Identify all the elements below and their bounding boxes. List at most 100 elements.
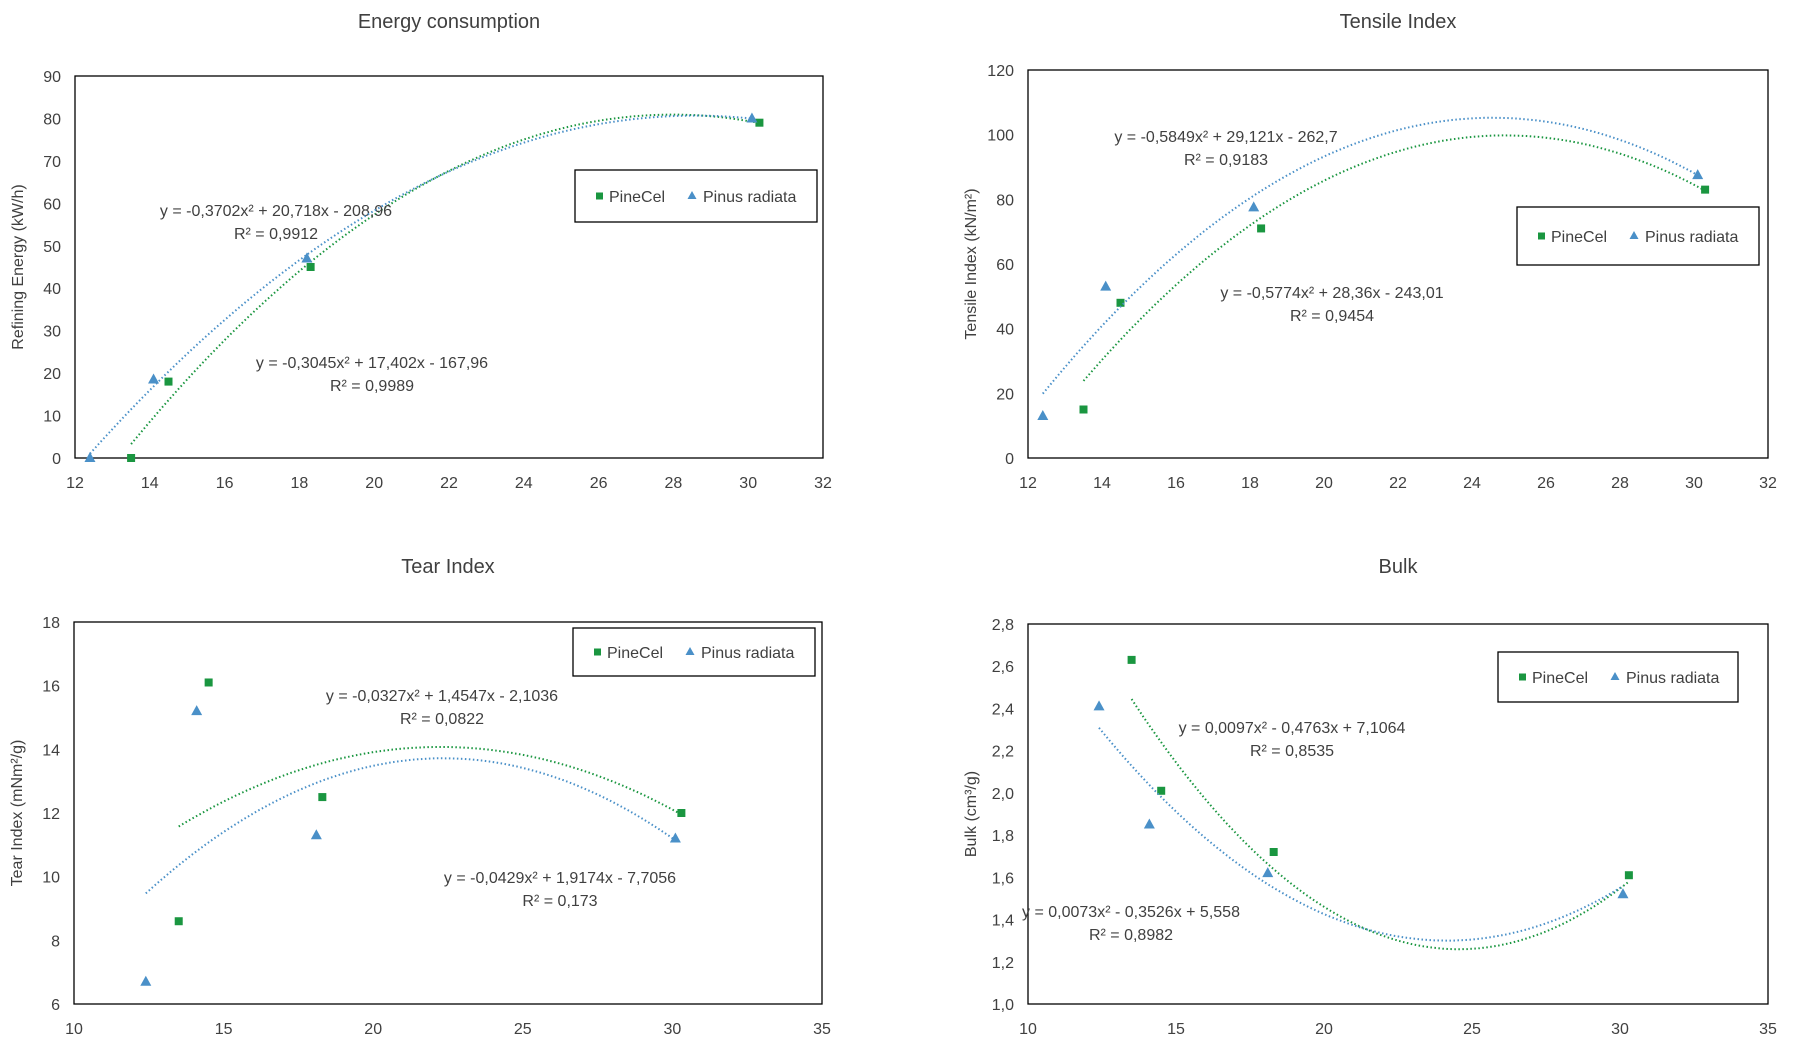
y-tick-label: 1,2: [992, 955, 1014, 972]
data-point-pinus-radiata: [1143, 818, 1155, 829]
plot-area: [74, 75, 824, 459]
chart-panel: Tensile Index 0 20 40 60 80 100 120 12 14 16 18 20 22…: [963, 11, 1777, 492]
y-axis-label: Refining Energy (kW/h): [10, 184, 27, 349]
x-tick-label: 15: [215, 1021, 233, 1037]
data-point-pinus-radiata: [191, 705, 203, 716]
x-tick-label: 30: [664, 1021, 682, 1037]
legend: PineCel Pinus radiata: [1497, 651, 1739, 703]
y-tick-label: 90: [43, 69, 61, 86]
chart-panel: Energy consumption 0 10 20 30 40 50 60 70 80 90 12 1…: [10, 11, 832, 492]
chart-panel: Bulk 1,0 1,2 1,4 1,6 1,8 2,0 2,2 2,4 2,6 2,8 10 15 20…: [963, 556, 1777, 1037]
x-tick-label: 10: [65, 1021, 83, 1037]
y-tick-label: 60: [996, 257, 1014, 274]
y-tick-label: 1,0: [992, 997, 1014, 1014]
data-point-pinecel: [164, 377, 173, 386]
x-tick-label: 22: [1389, 475, 1407, 492]
x-tick-label: 30: [1611, 1021, 1629, 1037]
x-tick-label: 32: [1759, 475, 1777, 492]
data-point-pinus-radiata: [1248, 201, 1260, 212]
data-point-pinecel: [1116, 298, 1125, 307]
y-tick-label: 40: [43, 281, 61, 298]
y-axis-label: Bulk (cm³/g): [963, 771, 980, 857]
trend-equation: y = -0,3702x² + 20,718x - 208,96: [160, 203, 392, 220]
y-tick-label: 80: [43, 111, 61, 128]
x-tick-label: 28: [665, 475, 683, 492]
data-point-pinus-radiata: [84, 452, 96, 462]
y-tick-label: 8: [51, 933, 60, 950]
x-tick-label: 22: [440, 475, 458, 492]
data-point-pinus-radiata: [669, 832, 681, 843]
data-point-pinus-radiata: [1692, 169, 1704, 180]
x-tick-label: 14: [1093, 475, 1111, 492]
y-tick-label: 40: [996, 322, 1014, 339]
trend-r-squared: R² = 0,173: [522, 893, 597, 910]
y-tick-label: 2,2: [992, 744, 1014, 761]
trendline-pinecel: [1082, 134, 1706, 382]
y-tick-label: 1,4: [992, 913, 1014, 930]
data-point-pinus-radiata: [1617, 888, 1629, 899]
chart-title: Energy consumption: [358, 11, 540, 33]
x-tick-label: 20: [1315, 475, 1333, 492]
x-tick-label: 32: [814, 475, 832, 492]
legend-label-pinus-radiata: Pinus radiata: [701, 645, 794, 662]
legend-marker-pinecel: [594, 648, 601, 656]
legend-label-pinus-radiata: Pinus radiata: [1626, 670, 1719, 687]
x-tick-label: 16: [1167, 475, 1185, 492]
x-tick-label: 35: [813, 1021, 831, 1037]
y-tick-label: 50: [43, 239, 61, 256]
x-tick-label: 26: [590, 475, 608, 492]
trend-equation: y = -0,0327x² + 1,4547x - 2,1036: [326, 688, 558, 705]
y-tick-label: 2,8: [992, 617, 1014, 634]
trend-equation: y = 0,0073x² - 0,3526x + 5,558: [1022, 904, 1240, 921]
chart-title: Bulk: [1379, 556, 1419, 578]
legend-box: [1516, 206, 1760, 266]
y-tick-label: 60: [43, 196, 61, 213]
legend: PineCel Pinus radiata: [572, 627, 816, 677]
x-tick-label: 20: [364, 1021, 382, 1037]
x-tick-label: 20: [365, 475, 383, 492]
x-tick-label: 26: [1537, 475, 1555, 492]
trend-r-squared: R² = 0,0822: [400, 711, 484, 728]
trend-r-squared: R² = 0,8982: [1089, 927, 1173, 944]
chart-panel: Tear Index 6 8 10 12 14 16 18 10 15 20 25 30 35 Tear I…: [9, 556, 831, 1037]
data-point-pinecel: [204, 678, 213, 687]
y-axis-label: Tensile Index (kN/m²): [963, 188, 980, 339]
y-tick-label: 30: [43, 324, 61, 341]
y-tick-label: 80: [996, 192, 1014, 209]
x-tick-label: 14: [141, 475, 159, 492]
legend-marker-pinus-radiata: [1629, 231, 1639, 239]
plot-area: [73, 621, 823, 1005]
trend-r-squared: R² = 0,9912: [234, 226, 318, 243]
y-tick-label: 12: [42, 806, 60, 823]
trendline-pinus-radiata: [1042, 116, 1699, 395]
y-tick-label: 10: [43, 409, 61, 426]
data-point-pinecel: [1157, 786, 1166, 795]
x-tick-label: 28: [1611, 475, 1629, 492]
trend-equation: y = -0,5774x² + 28,36x - 243,01: [1220, 285, 1443, 302]
data-point-pinecel: [1701, 185, 1710, 194]
data-point-pinecel: [677, 809, 686, 817]
x-tick-label: 12: [66, 475, 84, 492]
trend-r-squared: R² = 0,9454: [1290, 308, 1374, 325]
y-tick-label: 14: [42, 742, 60, 759]
x-tick-label: 18: [1241, 475, 1259, 492]
chart-title: Tear Index: [401, 556, 494, 578]
trendline-pinus-radiata: [1098, 727, 1624, 942]
x-tick-label: 20: [1315, 1021, 1333, 1037]
legend-marker-pinecel: [1519, 673, 1526, 681]
y-tick-label: 16: [42, 679, 60, 696]
data-point-pinecel: [127, 454, 136, 462]
legend: PineCel Pinus radiata: [574, 169, 818, 223]
legend-label-pinecel: PineCel: [609, 189, 665, 206]
trend-r-squared: R² = 0,9183: [1184, 152, 1268, 169]
trend-r-squared: R² = 0,9989: [330, 378, 414, 395]
y-tick-label: 10: [42, 870, 60, 887]
plot-area: [1027, 69, 1769, 459]
legend-box: [572, 627, 816, 677]
data-point-pinecel: [1079, 405, 1088, 414]
y-tick-label: 120: [987, 63, 1014, 80]
data-point-pinus-radiata: [746, 112, 758, 123]
y-tick-label: 1,8: [992, 828, 1014, 845]
data-point-pinus-radiata: [1262, 867, 1274, 878]
